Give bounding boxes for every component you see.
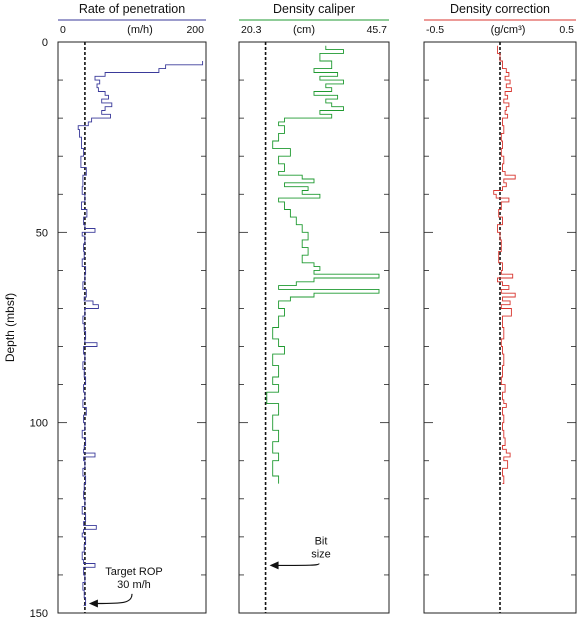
annotation-arrow-1 — [277, 562, 320, 567]
panel-2-scale-label-0: -0.5 — [426, 24, 444, 36]
reference-label-0-1: 30 m/h — [117, 579, 151, 591]
reference-label-1-0: Bit — [315, 535, 328, 547]
panel-title-1: Density caliper — [273, 2, 355, 16]
panel-0-scale-label-0: 0 — [60, 24, 66, 36]
y-tick-label-50: 50 — [36, 227, 48, 239]
panel-1-scale-label-1: 45.7 — [367, 24, 388, 36]
panel-2-scale-label-1: 0.5 — [559, 24, 574, 36]
panel-1-scale-label-0: 20.3 — [241, 24, 262, 36]
y-tick-label-150: 150 — [30, 608, 48, 620]
series-line-2 — [493, 45, 516, 485]
panel-unit-2: (g/cm³) — [491, 24, 526, 36]
panel-frame-0 — [57, 41, 207, 614]
panel-0-scale-label-1: 200 — [186, 24, 204, 36]
y-tick-label-100: 100 — [30, 418, 48, 430]
panel-title-0: Rate of penetration — [79, 2, 185, 16]
series-line-1 — [266, 45, 380, 484]
reference-label-1-1: size — [311, 548, 331, 560]
panel-title-2: Density correction — [450, 2, 550, 16]
y-axis-label: Depth (mbsf) — [3, 293, 17, 362]
panel-unit-1: (cm) — [293, 24, 315, 36]
panel-unit-0: (m/h) — [127, 24, 153, 36]
annotation-arrowhead-1 — [269, 561, 279, 570]
y-tick-label-0: 0 — [42, 37, 48, 49]
annotation-arrowhead-0 — [88, 599, 98, 608]
annotation-arrow-0 — [96, 593, 133, 605]
reference-label-0-0: Target ROP — [105, 566, 162, 578]
panel-frame-1 — [238, 41, 390, 614]
series-line-0 — [77, 61, 204, 606]
